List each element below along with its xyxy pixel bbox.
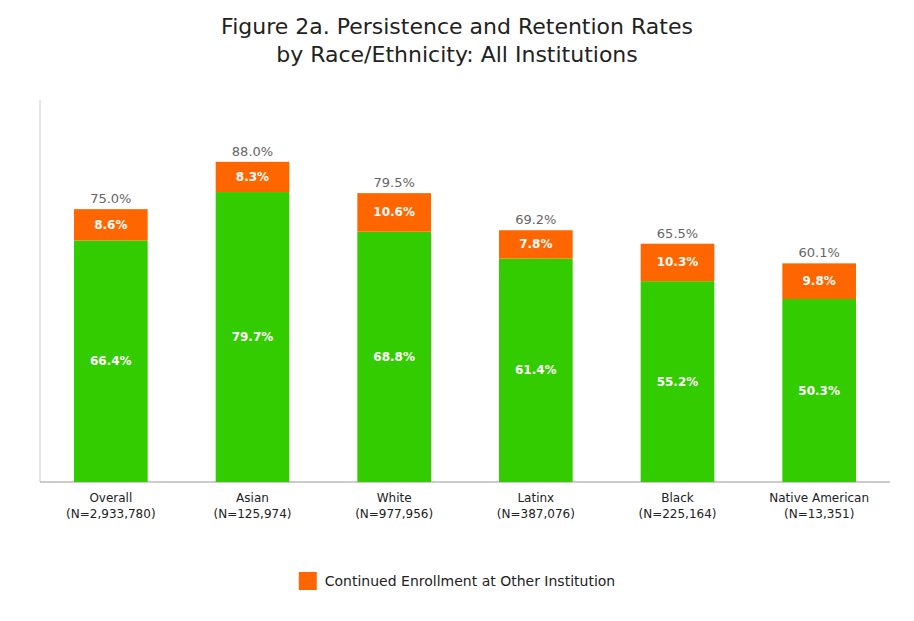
text-line: (N=225,164): [638, 507, 716, 521]
chart: Figure 2a. Persistence and Retention Rat…: [0, 0, 914, 621]
data-label: 10.3%: [657, 255, 699, 269]
bar-segment: [357, 193, 431, 232]
data-label: 10.6%: [373, 205, 415, 219]
bar-segment: [782, 299, 856, 482]
x-tick-label: Native American (N=13,351): [769, 491, 869, 521]
bar-segment: [74, 209, 148, 240]
data-label: 55.2%: [657, 375, 699, 389]
total-label: 75.0%: [90, 191, 131, 206]
bar-segment: [782, 263, 856, 299]
bars: [74, 162, 856, 482]
total-label: 60.1%: [799, 245, 840, 260]
x-tick-label: Asian (N=125,974): [213, 491, 291, 521]
bar-segment: [216, 162, 290, 192]
x-tick-label: White (N=977,956): [355, 491, 433, 521]
data-label: 50.3%: [798, 384, 840, 398]
data-label: 9.8%: [803, 274, 836, 288]
text-line: Overall: [89, 491, 132, 505]
text-line: (N=977,956): [355, 507, 433, 521]
text-line: (N=125,974): [213, 507, 291, 521]
data-label: 66.4%: [90, 354, 132, 368]
text-line: (N=387,076): [497, 507, 575, 521]
text-line: Asian: [236, 491, 269, 505]
text-line: Latinx: [517, 491, 554, 505]
total-label: 69.2%: [515, 212, 556, 227]
title: Figure 2a. Persistence and Retention Rat…: [221, 14, 693, 67]
x-tick-label: Black (N=225,164): [638, 491, 716, 521]
total-label: 88.0%: [232, 144, 273, 159]
total-label: 79.5%: [374, 175, 415, 190]
text-line: Figure 2a. Persistence and Retention Rat…: [221, 14, 693, 39]
bar-segment: [499, 259, 573, 482]
data-label: 61.4%: [515, 363, 557, 377]
data-label: 79.7%: [232, 330, 274, 344]
bar-segment: [499, 230, 573, 258]
text-line: Black: [661, 491, 694, 505]
text-line: by Race/Ethnicity: All Institutions: [276, 42, 638, 67]
bar-segment: [641, 244, 715, 281]
bar-segment: [216, 192, 290, 482]
x-tick-label: Overall (N=2,933,780): [66, 491, 155, 521]
data-label: 7.8%: [519, 237, 552, 251]
page: {"chart_data": { "type": "bar", "title":…: [0, 0, 914, 621]
text-line: White: [377, 491, 412, 505]
bar-segment: [357, 232, 431, 482]
x-tick-label: Latinx (N=387,076): [497, 491, 575, 521]
x-tick-labels: Overall (N=2,933,780) Asian (N=125,974) Whit…: [66, 491, 869, 521]
legend-label: Continued Enrollment at Other Institutio…: [325, 573, 615, 589]
y-axis-line: [40, 100, 41, 482]
legend: Continued Enrollment at Other Institutio…: [299, 572, 615, 590]
bar-segment: [74, 240, 148, 482]
total-label: 65.5%: [657, 226, 698, 241]
data-labels: 66.4% 79.7% 68.8% 61.4% 55.2% 50.3% 8.6% 8.3% 10…: [90, 144, 840, 398]
data-label: 8.6%: [94, 218, 127, 232]
data-label: 8.3%: [236, 170, 269, 184]
text-line: (N=2,933,780): [66, 507, 155, 521]
bar-segment: [641, 281, 715, 482]
legend-swatch: [299, 572, 317, 590]
text-line: Native American: [769, 491, 869, 505]
x-axis-line: [40, 482, 890, 483]
data-label: 68.8%: [373, 350, 415, 364]
text-line: (N=13,351): [784, 507, 854, 521]
